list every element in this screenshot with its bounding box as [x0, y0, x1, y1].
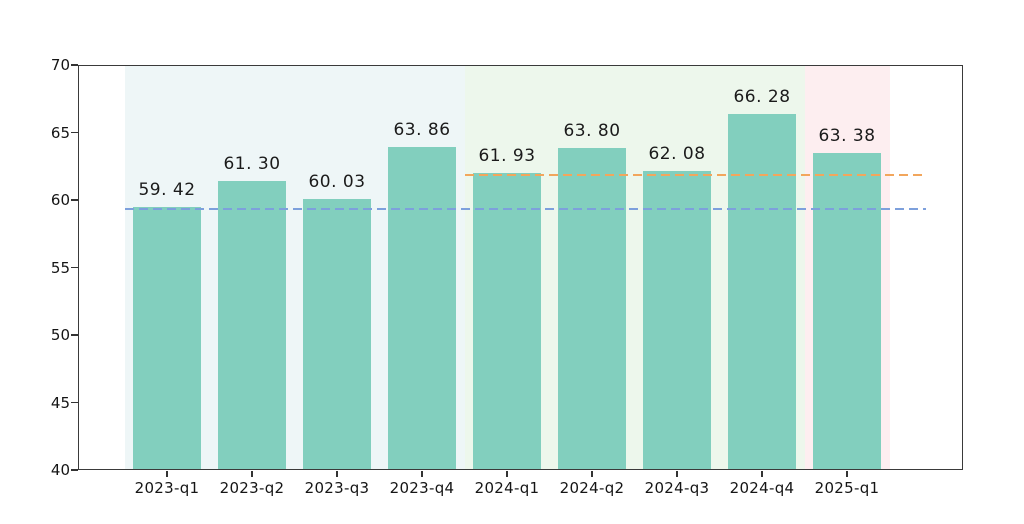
x-tick-mark-2025-q1	[846, 471, 848, 477]
x-tick-mark-2023-q2	[251, 471, 253, 477]
reference-line-level-2023-q1	[124, 207, 926, 210]
y-tick-mark-45	[71, 401, 78, 404]
y-tick-mark-55	[71, 266, 78, 269]
bar-value-label-2023-q3: 60. 03	[308, 171, 366, 192]
bar-2023-q4	[388, 146, 456, 469]
x-tick-mark-2023-q3	[336, 471, 338, 477]
x-tick-label-2023-q2: 2023-q2	[219, 479, 285, 497]
x-tick-mark-2023-q1	[166, 471, 168, 477]
y-tick-label-60: 60	[50, 191, 70, 209]
x-tick-label-2024-q4: 2024-q4	[729, 479, 795, 497]
reference-line-level-2024-q1	[464, 173, 926, 176]
y-tick-label-45: 45	[50, 393, 70, 412]
y-tick-label-65: 65	[50, 123, 70, 142]
x-tick-label-2025-q1: 2025-q1	[814, 479, 880, 497]
bar-2024-q4	[728, 114, 796, 469]
y-tick-mark-70	[71, 64, 78, 66]
x-tick-mark-2024-q4	[761, 471, 763, 477]
bar-value-label-2024-q2: 63. 80	[563, 120, 621, 141]
bar-value-label-2024-q4: 66. 28	[733, 87, 791, 108]
bar-2024-q1	[473, 172, 541, 469]
x-tick-mark-2023-q4	[421, 471, 423, 477]
bar-2024-q3	[643, 170, 711, 469]
bar-2023-q3	[303, 198, 371, 469]
bar-2023-q2	[218, 181, 286, 469]
y-tick-mark-65	[71, 131, 78, 134]
bar-value-label-2023-q4: 63. 86	[393, 119, 451, 140]
x-tick-label-2024-q3: 2024-q3	[644, 479, 710, 497]
plot-area: 59. 42 2023-q1 61. 30 2023-q2 60. 03 2023-q3 6…	[78, 65, 963, 497]
y-tick-label-40: 40	[50, 461, 70, 479]
y-tick-label-55: 55	[50, 258, 70, 277]
y-tick-mark-50	[71, 334, 78, 336]
y-tick-mark-40	[71, 469, 78, 471]
bar-value-label-2024-q3: 62. 08	[648, 143, 706, 164]
x-tick-mark-2024-q3	[676, 471, 678, 477]
bar-2025-q1	[813, 153, 881, 469]
bar-value-label-2023-q1: 59. 42	[138, 179, 196, 200]
y-tick-mark-60	[71, 199, 78, 201]
bar-2024-q2	[558, 147, 626, 469]
x-tick-label-2023-q3: 2023-q3	[304, 479, 370, 497]
x-tick-label-2023-q1: 2023-q1	[134, 479, 200, 497]
bar-value-label-2024-q1: 61. 93	[478, 145, 536, 166]
y-tick-label-50: 50	[50, 326, 70, 344]
x-tick-mark-2024-q2	[591, 471, 593, 477]
x-tick-label-2024-q1: 2024-q1	[474, 479, 540, 497]
bar-2023-q1	[133, 206, 201, 469]
bar-value-label-2025-q1: 63. 38	[818, 126, 876, 147]
x-tick-mark-2024-q1	[506, 471, 508, 477]
x-tick-label-2024-q2: 2024-q2	[559, 479, 625, 497]
x-tick-label-2023-q4: 2023-q4	[389, 479, 455, 497]
bar-value-label-2023-q2: 61. 30	[223, 154, 281, 175]
y-tick-label-70: 70	[50, 56, 70, 74]
